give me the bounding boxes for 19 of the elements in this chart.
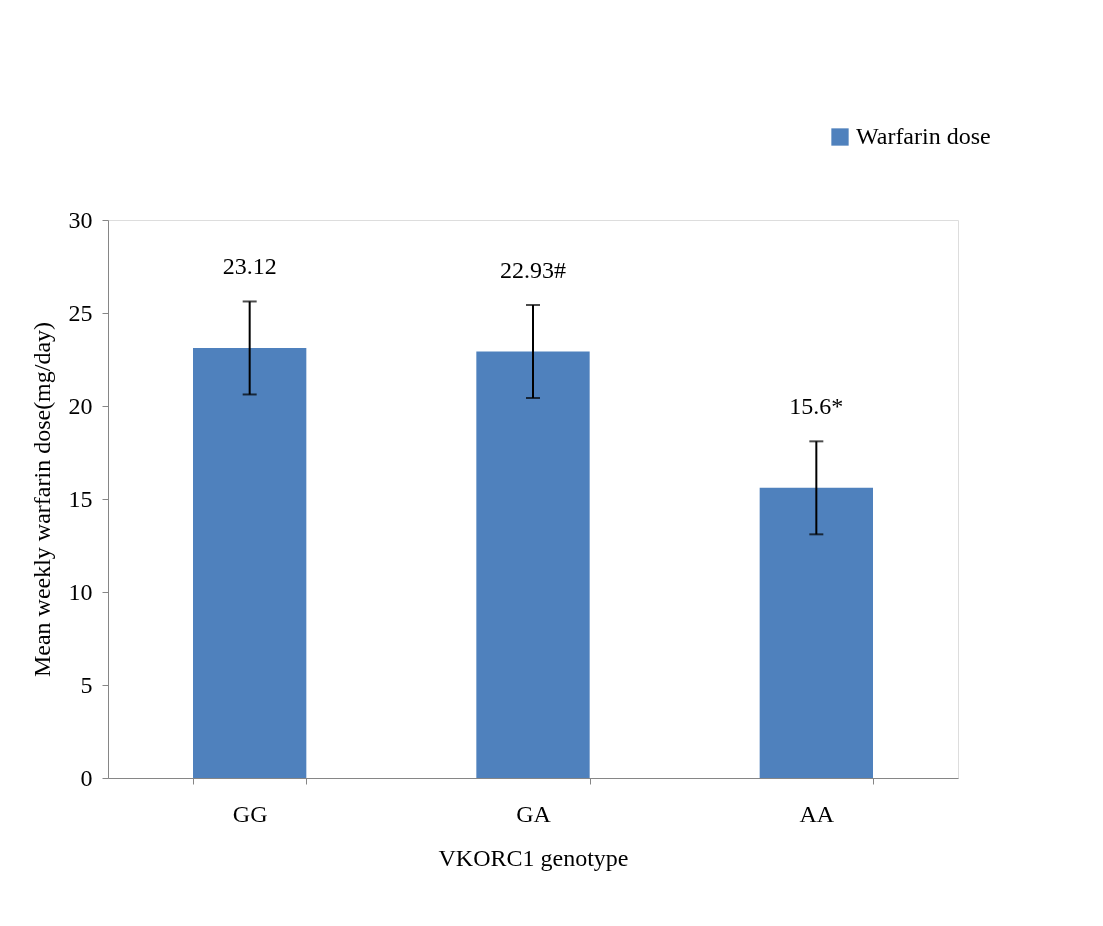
data-label: 22.93# xyxy=(500,257,566,283)
x-axis-title: VKORC1 genotype xyxy=(438,844,629,871)
y-tick-label: 5 xyxy=(80,671,93,698)
y-axis-title: Mean weekly warfarin dose(mg/day) xyxy=(28,321,55,678)
y-tick-label: 10 xyxy=(68,578,93,605)
y-tick-label: 0 xyxy=(80,764,93,791)
bar xyxy=(759,487,873,778)
y-tick-label: 20 xyxy=(68,392,93,419)
bar xyxy=(193,347,307,778)
y-tick-label: 25 xyxy=(68,299,93,326)
x-tick-label: AA xyxy=(799,800,835,827)
x-tick-label: GG xyxy=(232,800,268,827)
legend-label: Warfarin dose xyxy=(856,123,991,149)
data-label: 23.12 xyxy=(222,253,277,280)
bar xyxy=(476,351,590,778)
y-tick-label: 15 xyxy=(68,485,93,512)
y-tick-label: 30 xyxy=(68,206,93,233)
data-label: 15.6* xyxy=(789,393,844,420)
x-tick-label: GA xyxy=(516,800,552,827)
